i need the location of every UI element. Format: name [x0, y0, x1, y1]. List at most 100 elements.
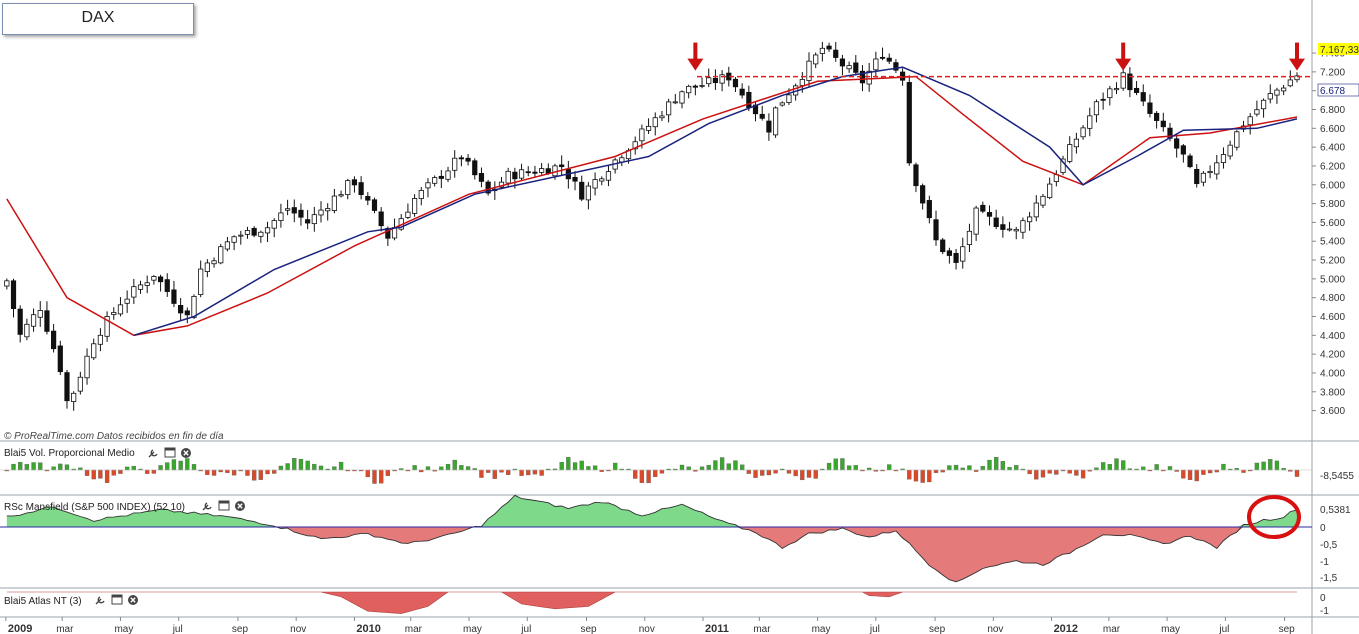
candle-body — [1260, 99, 1267, 110]
candle — [719, 70, 725, 92]
candle-body — [1154, 112, 1160, 121]
volume-bar — [252, 469, 257, 481]
volume-bar — [920, 469, 925, 483]
volume-bar — [740, 464, 745, 471]
candle — [351, 176, 358, 193]
candle-body — [244, 230, 251, 235]
candle — [298, 203, 304, 226]
rsc-line — [6, 494, 1298, 583]
candle-body — [732, 78, 739, 88]
candle-body — [144, 282, 150, 286]
window-icon[interactable] — [164, 447, 176, 458]
candle — [739, 83, 745, 99]
volume-bar — [867, 467, 872, 471]
volume-bar — [526, 469, 531, 476]
candle-body — [879, 56, 886, 59]
volume-bar — [1067, 469, 1072, 474]
volume-bar — [1281, 468, 1286, 471]
arrow-head — [1289, 58, 1305, 71]
candle — [1047, 177, 1053, 200]
candle — [826, 42, 832, 52]
volume-bar — [1040, 469, 1046, 478]
candle — [518, 163, 525, 181]
candle-body — [706, 77, 712, 85]
close-icon[interactable] — [128, 595, 138, 605]
volume-bar — [933, 469, 939, 473]
candle-body — [1267, 93, 1273, 100]
candle — [1294, 72, 1300, 83]
atlas-negative-area — [6, 591, 1297, 614]
close-icon[interactable] — [235, 501, 245, 511]
x-tick-label: 2012 — [1054, 623, 1078, 634]
candle-body — [806, 60, 812, 81]
close-icon[interactable] — [181, 448, 191, 458]
candle-body — [953, 252, 959, 263]
window-icon[interactable] — [218, 500, 230, 511]
y-tick-label: 7.200 — [1320, 67, 1345, 78]
candle-body — [1207, 171, 1213, 174]
candle-body — [1274, 89, 1280, 96]
candle-body — [157, 276, 164, 283]
candle-body — [893, 62, 899, 71]
candle-body — [371, 199, 378, 211]
atlas-tick-0: 0 — [1320, 593, 1326, 604]
candle — [659, 110, 665, 122]
wrench-icon[interactable] — [148, 449, 158, 458]
candle-body — [1047, 183, 1053, 199]
volume-bar — [1214, 469, 1219, 473]
candle-body — [458, 157, 464, 160]
candle — [706, 68, 712, 88]
candle-body — [579, 181, 585, 200]
wrench-icon[interactable] — [95, 596, 105, 605]
volume-bar — [1274, 460, 1280, 471]
candle — [525, 166, 531, 177]
candle — [612, 157, 618, 174]
candle — [1080, 125, 1086, 140]
ma-label: 6.678 — [1320, 86, 1345, 97]
volume-bar — [218, 469, 223, 473]
candle — [672, 94, 678, 105]
volume-bar — [78, 467, 83, 471]
volume-bar — [145, 469, 150, 474]
window-icon[interactable] — [111, 594, 123, 605]
candle-body — [966, 230, 973, 246]
candle-body — [184, 310, 190, 316]
y-tick-label: 5.200 — [1320, 256, 1345, 267]
candle — [305, 209, 311, 230]
candle-body — [298, 209, 304, 218]
candle-body — [1067, 144, 1073, 162]
volume-bar — [586, 466, 591, 471]
volume-bar — [826, 462, 832, 471]
candle — [117, 297, 124, 317]
last-price-label: 7.167,33 — [1320, 45, 1359, 56]
candle-body — [813, 54, 819, 65]
candle — [264, 221, 271, 243]
candle — [766, 113, 772, 141]
candle-body — [311, 214, 317, 225]
candle — [772, 106, 779, 138]
candle-body — [739, 88, 745, 96]
candle — [539, 163, 545, 175]
candle-body — [318, 209, 324, 216]
volume-bar — [1027, 469, 1032, 475]
x-tick-label: nov — [639, 624, 655, 634]
y-tick-label: 4.800 — [1320, 293, 1345, 304]
candle-body — [686, 85, 692, 94]
candle — [378, 207, 384, 232]
candle — [131, 278, 137, 304]
wrench-icon[interactable] — [202, 502, 212, 511]
candle — [1133, 81, 1140, 96]
candle-body — [712, 78, 719, 84]
volume-bar — [124, 466, 130, 471]
candle — [398, 213, 404, 231]
candle — [1140, 84, 1146, 107]
candle — [1033, 195, 1039, 222]
volume-bar — [1141, 466, 1146, 471]
volume-bar — [98, 469, 103, 479]
volume-bar — [753, 469, 758, 478]
candle-body — [64, 372, 70, 402]
candle — [779, 101, 785, 107]
volume-bar — [1221, 463, 1226, 471]
candle — [1053, 170, 1059, 187]
candle-body — [525, 171, 531, 174]
